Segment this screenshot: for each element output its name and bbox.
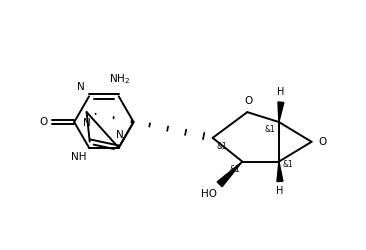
- Text: O: O: [40, 117, 48, 127]
- Text: NH: NH: [71, 152, 86, 162]
- Text: &1: &1: [264, 125, 275, 134]
- Polygon shape: [217, 162, 242, 187]
- Text: N: N: [77, 82, 85, 92]
- Polygon shape: [278, 102, 284, 122]
- Text: O: O: [318, 137, 327, 147]
- Text: N: N: [83, 118, 90, 128]
- Text: O: O: [244, 96, 253, 106]
- Text: N: N: [116, 130, 124, 140]
- Text: H: H: [276, 186, 284, 196]
- Text: &1: &1: [283, 160, 294, 168]
- Text: NH$_2$: NH$_2$: [109, 73, 130, 86]
- Text: H: H: [277, 87, 285, 97]
- Text: HO: HO: [201, 189, 217, 199]
- Text: &1: &1: [229, 164, 240, 173]
- Polygon shape: [277, 162, 283, 182]
- Text: &1: &1: [217, 142, 227, 151]
